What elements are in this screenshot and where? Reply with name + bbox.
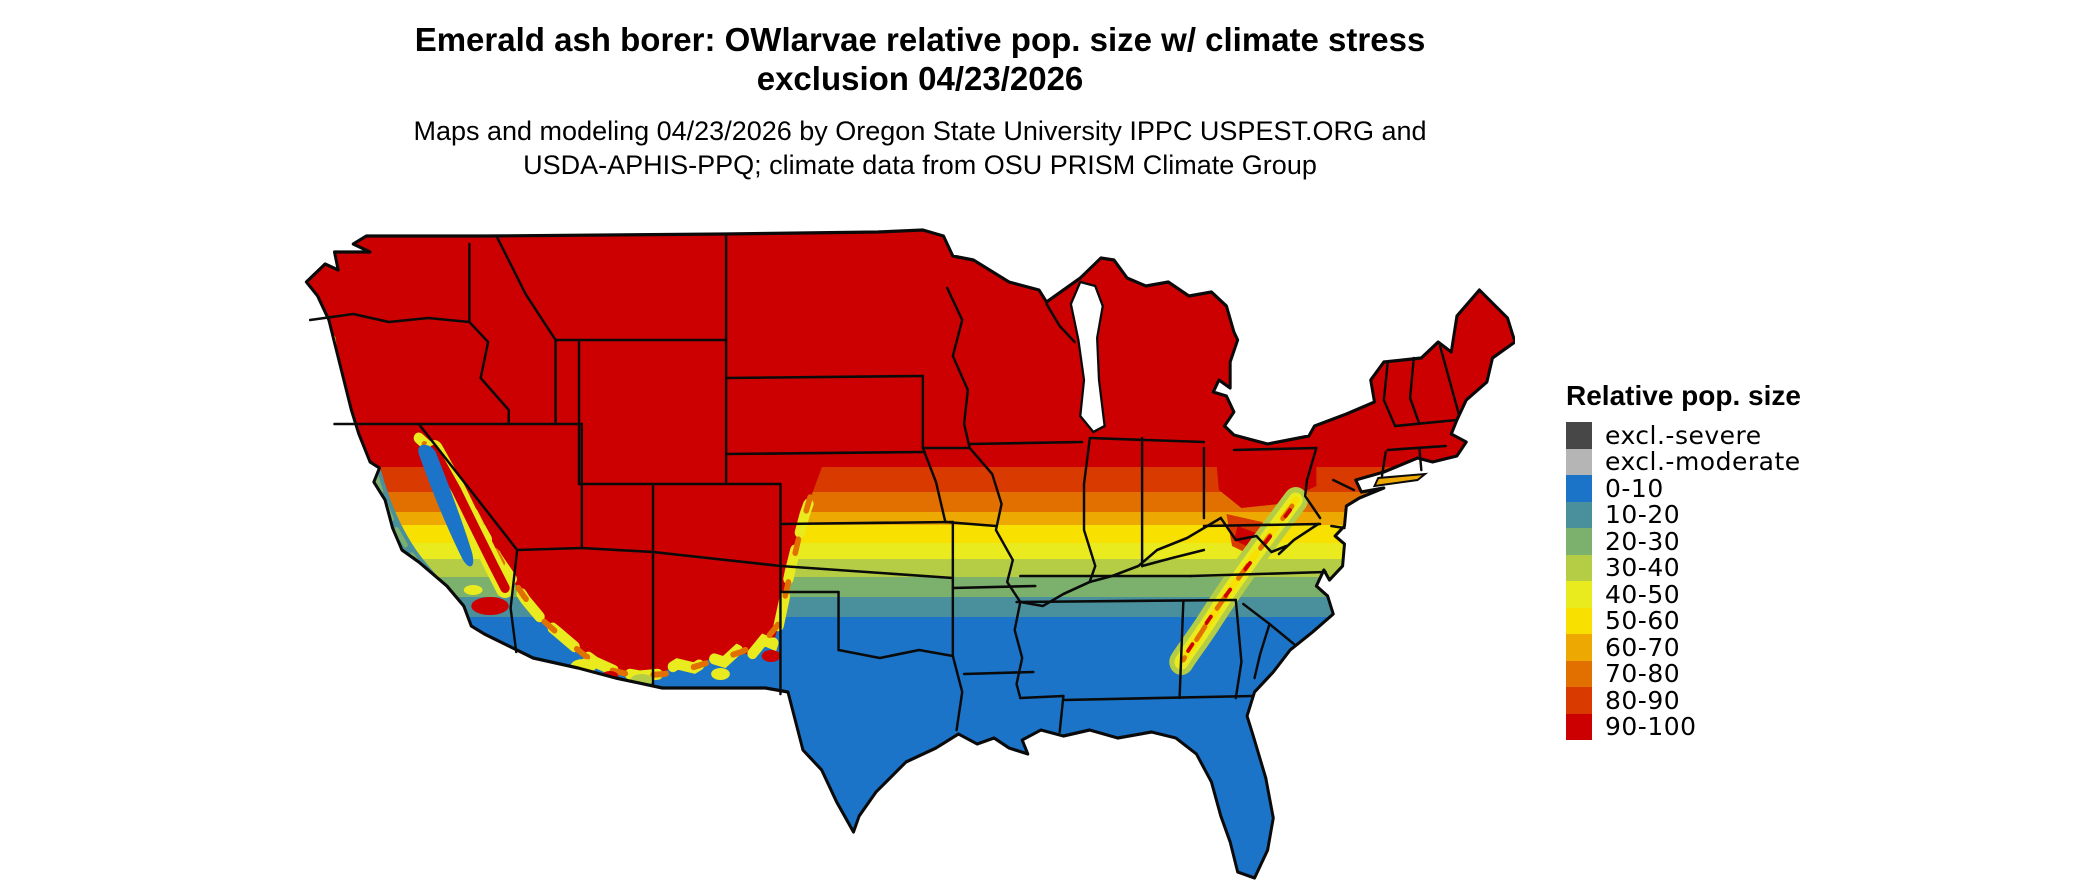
legend-swatch-50-60 bbox=[1566, 607, 1592, 634]
legend-label: 50-60 bbox=[1605, 606, 1681, 636]
legend-swatch-30-40 bbox=[1566, 554, 1592, 581]
socal-patch-red bbox=[471, 597, 509, 615]
legend-swatch-0-10 bbox=[1566, 475, 1592, 502]
legend-row: excl.-moderate bbox=[1566, 447, 1801, 477]
band-0-10 bbox=[306, 617, 1515, 878]
title-line-1: Emerald ash borer: OWlarvae relative pop… bbox=[414, 21, 1426, 58]
legend-row: 70-80 bbox=[1566, 659, 1801, 689]
legend-row: 40-50 bbox=[1566, 579, 1801, 609]
us-choropleth-map bbox=[304, 228, 1515, 880]
sw-patch-red-2 bbox=[761, 650, 781, 662]
sierra-red bbox=[429, 445, 510, 593]
legend-swatch-80-90 bbox=[1566, 687, 1592, 714]
raster-fill-layer bbox=[306, 230, 1515, 878]
legend-swatch-10-20 bbox=[1566, 501, 1592, 528]
legend-swatch-20-30 bbox=[1566, 528, 1592, 555]
legend-row: 30-40 bbox=[1566, 553, 1801, 583]
legend-row: 10-20 bbox=[1566, 500, 1801, 530]
legend-row: 80-90 bbox=[1566, 685, 1801, 715]
appalachian-red bbox=[1179, 508, 1293, 664]
legend-swatch-40-50 bbox=[1566, 581, 1592, 608]
legend-row: 20-30 bbox=[1566, 526, 1801, 556]
legend-label: 10-20 bbox=[1605, 500, 1681, 530]
legend-label: 70-80 bbox=[1605, 659, 1681, 689]
legend-row: excl.-severe bbox=[1566, 420, 1801, 450]
central-valley-blue bbox=[418, 444, 474, 567]
legend-label: 80-90 bbox=[1605, 685, 1681, 715]
page-subtitle: Maps and modeling 04/23/2026 by Oregon S… bbox=[100, 114, 1740, 182]
title-line-2: exclusion 04/23/2026 bbox=[756, 60, 1084, 97]
sw-patch-yellow-2 bbox=[711, 668, 730, 680]
legend-label: 20-30 bbox=[1605, 526, 1681, 556]
legend-row: 90-100 bbox=[1566, 712, 1801, 742]
legend: Relative pop. size excl.-severe excl.-mo… bbox=[1566, 380, 1801, 742]
legend-title: Relative pop. size bbox=[1566, 380, 1801, 411]
legend-swatch-excl-severe bbox=[1566, 422, 1592, 449]
legend-label: 40-50 bbox=[1605, 579, 1681, 609]
legend-row: 0-10 bbox=[1566, 473, 1801, 503]
legend-swatch-90-100 bbox=[1566, 713, 1592, 740]
subtitle-line-2: USDA-APHIS-PPQ; climate data from OSU PR… bbox=[523, 150, 1317, 180]
subtitle-line-1: Maps and modeling 04/23/2026 by Oregon S… bbox=[413, 116, 1427, 146]
page-title: Emerald ash borer: OWlarvae relative pop… bbox=[100, 20, 1740, 98]
legend-label: 30-40 bbox=[1605, 553, 1681, 583]
legend-label: 90-100 bbox=[1605, 712, 1697, 742]
legend-label: 0-10 bbox=[1605, 473, 1664, 503]
legend-swatch-60-70 bbox=[1566, 634, 1592, 661]
legend-row: 60-70 bbox=[1566, 632, 1801, 662]
legend-label: excl.-severe bbox=[1605, 420, 1762, 450]
west-fringe-orange bbox=[421, 441, 814, 680]
legend-swatch-70-80 bbox=[1566, 660, 1592, 687]
long-island bbox=[1372, 472, 1429, 488]
legend-label: 60-70 bbox=[1605, 632, 1681, 662]
us-outline bbox=[304, 228, 1515, 880]
legend-row: 50-60 bbox=[1566, 606, 1801, 636]
legend-swatch-excl-moderate bbox=[1566, 448, 1592, 475]
lake-michigan bbox=[1069, 280, 1106, 434]
socal-patch-yellow bbox=[463, 585, 483, 595]
legend-label: excl.-moderate bbox=[1605, 447, 1801, 477]
state-borders bbox=[308, 232, 1461, 734]
